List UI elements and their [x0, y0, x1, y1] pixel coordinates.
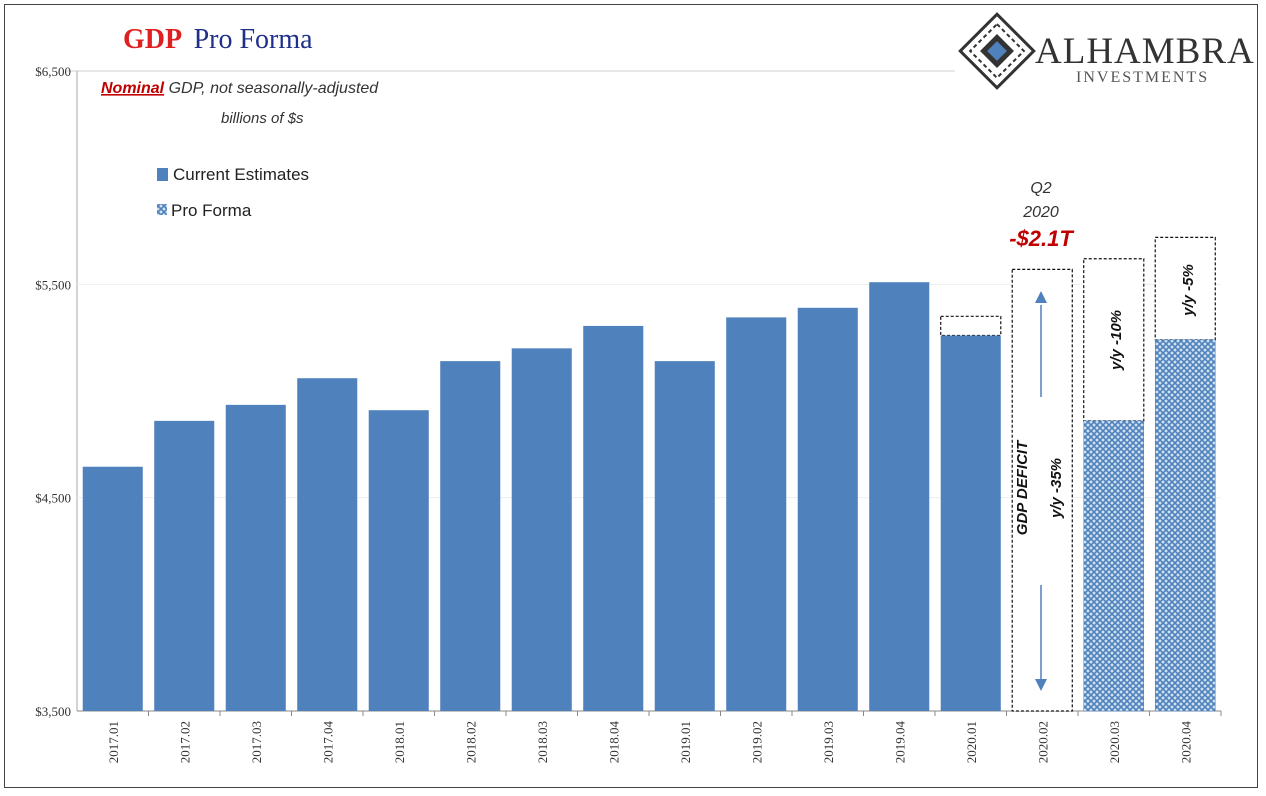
legend-current-label: Current Estimates [173, 165, 309, 184]
subtitle-nominal: Nominal [101, 80, 165, 97]
bar-current-estimate [511, 348, 572, 711]
arrow-up-icon [1035, 291, 1047, 397]
legend-swatch-current [157, 168, 168, 181]
bar-current-estimate [869, 282, 930, 711]
q3-box-label: y/y -10% [1108, 310, 1125, 371]
gap-box [1011, 268, 1073, 712]
chart-title: GDP Pro Forma [123, 24, 313, 55]
x-tick-label: 2018.03 [535, 721, 550, 763]
x-tick-label: 2018.02 [463, 721, 478, 763]
x-tick-label: 2019.04 [892, 721, 907, 764]
bar-current-estimate [440, 361, 501, 711]
legend-swatch-proforma [157, 204, 167, 215]
y-tick-label: $5,500 [35, 277, 71, 292]
x-tick-label: 2017.02 [177, 721, 192, 763]
q2-year-label: 2020 [1022, 204, 1059, 221]
bar-current-estimate [154, 420, 215, 711]
bar-current-estimate [297, 378, 358, 711]
gdp-chart: GDP Pro Forma Nominal GDP, not seasonall… [35, 12, 1255, 764]
q2-label: Q2 [1030, 180, 1051, 197]
x-tick-label: 2019.02 [749, 721, 764, 763]
bar-current-estimate [583, 325, 644, 711]
gap-box [940, 315, 1002, 337]
bar-current-estimate [368, 410, 429, 711]
x-tick-label: 2017.03 [249, 721, 264, 763]
bar-pro-forma [1154, 339, 1216, 712]
q4-box-label: y/y -5% [1180, 264, 1197, 317]
x-tick-label: 2019.01 [678, 721, 693, 763]
x-tick-label: 2020.04 [1178, 721, 1193, 764]
legend-proforma-label: Pro Forma [171, 201, 252, 220]
subtitle-line2: billions of $s [221, 110, 304, 127]
alhambra-logo: ALHAMBRA INVESTMENTS [958, 12, 1255, 90]
bar-current-estimate [654, 361, 715, 711]
bar-current-estimate [797, 307, 858, 711]
subtitle-line1: Nominal GDP, not seasonally-adjusted [101, 80, 379, 97]
arrow-down-icon [1035, 585, 1047, 691]
y-tick-label: $6,500 [35, 64, 71, 79]
bar-current-estimate [726, 317, 787, 711]
q2-box-label-yy: y/y -35% [1048, 458, 1065, 519]
logo-name: ALHAMBRA [1035, 31, 1255, 72]
x-tick-label: 2020.01 [964, 721, 979, 763]
x-tick-label: 2017.01 [106, 721, 121, 763]
x-tick-label: 2020.02 [1035, 721, 1050, 763]
chart-frame: GDP Pro Forma Nominal GDP, not seasonall… [4, 4, 1258, 788]
title-gdp: GDP [123, 24, 182, 55]
title-pro-forma: Pro Forma [194, 24, 314, 55]
x-tick-label: 2017.04 [320, 721, 335, 764]
x-tick-label: 2020.03 [1107, 721, 1122, 763]
y-tick-label: $3,500 [35, 704, 71, 719]
q4-box-label-wrap: y/y -5% [1180, 264, 1197, 317]
diamond-logo-icon [958, 12, 1036, 90]
bar-current-estimate [82, 466, 143, 711]
bar-current-estimate [225, 404, 286, 711]
subtitle-rest: GDP, not seasonally-adjusted [164, 80, 379, 97]
x-tick-label: 2019.03 [821, 721, 836, 763]
x-tick-label: 2018.01 [392, 721, 407, 763]
x-tick-label: 2018.04 [606, 721, 621, 764]
q2-box-labels: GDP DEFICIT y/y -35% [1014, 439, 1065, 535]
gap-box [1083, 258, 1145, 422]
logo-tagline: INVESTMENTS [1076, 69, 1209, 86]
q2-box-label-deficit: GDP DEFICIT [1014, 439, 1031, 535]
bar-current-estimate [940, 335, 1001, 711]
y-tick-label: $4,500 [35, 491, 71, 506]
deficit-label: -$2.1T [1009, 226, 1074, 251]
bar-pro-forma [1083, 420, 1145, 712]
q3-box-label-wrap: y/y -10% [1108, 310, 1125, 371]
